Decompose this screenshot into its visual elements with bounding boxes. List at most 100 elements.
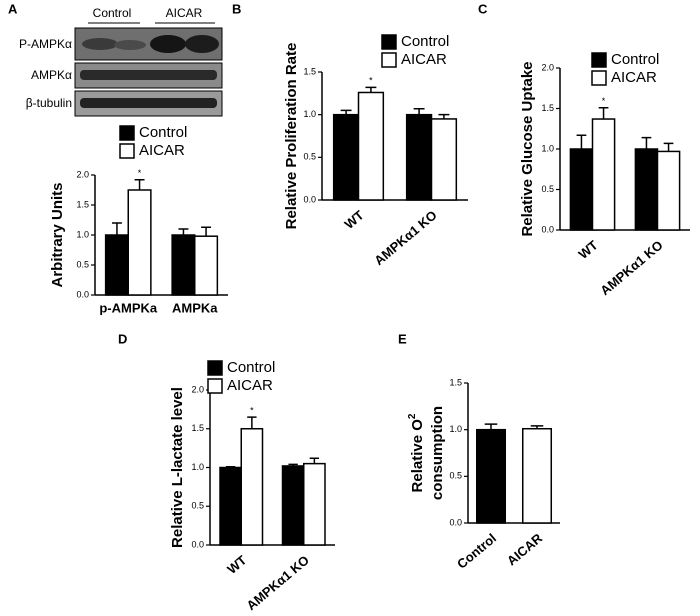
y-axis-label-part: Relative O: [409, 419, 426, 493]
band: [114, 40, 146, 50]
error-bar: [111, 222, 122, 235]
error-bar: [576, 134, 587, 149]
error-bar: [340, 109, 352, 115]
x-tick-label: AICAR: [504, 530, 546, 568]
annotation: *: [250, 406, 254, 416]
y-axis-label: consumption: [429, 406, 446, 500]
error-bar: [413, 107, 425, 115]
annotation: *: [369, 76, 373, 86]
bar: [521, 427, 553, 524]
y-tick-label: 1.5: [541, 103, 554, 113]
x-tick-label: WT: [224, 552, 249, 577]
legend-label: AICAR: [227, 377, 273, 394]
y-tick-label: 2.0: [76, 169, 89, 179]
band: [82, 38, 118, 50]
band: [185, 35, 219, 53]
bar: [634, 148, 659, 231]
legend-label: Control: [611, 51, 659, 68]
error-bar: [598, 106, 609, 120]
y-tick-label: 1.0: [541, 143, 554, 153]
y-tick-label: 1.5: [191, 423, 204, 433]
blot-group: Control: [93, 6, 132, 20]
bar: [104, 234, 129, 296]
y-tick-label: 2.0: [191, 384, 204, 394]
legend-label: Control: [139, 124, 187, 141]
blot-row: AMPKα: [31, 68, 72, 82]
y-tick-label: 1.0: [303, 109, 316, 119]
legend-swatch: [207, 378, 223, 394]
panel-label: B: [232, 1, 241, 16]
annotation: *: [138, 168, 142, 178]
x-tick-label: AMPKα1 KO: [244, 552, 312, 613]
legend-label: AICAR: [401, 51, 447, 68]
y-tick-label: 0.0: [191, 539, 204, 549]
y-axis-label: Relative L-lactate level: [169, 387, 186, 548]
x-tick-label: Control: [454, 530, 499, 571]
y-tick-label: 0.5: [303, 152, 316, 162]
legend-label: AICAR: [139, 142, 185, 159]
error-bar: [641, 136, 652, 149]
x-tick-label: WT: [576, 237, 601, 262]
panel-label: D: [118, 331, 127, 346]
y-tick-label: 1.0: [449, 424, 462, 434]
legend-swatch: [381, 52, 397, 68]
bar: [430, 118, 458, 201]
annotation: *: [602, 96, 606, 106]
legend-swatch: [207, 360, 223, 376]
y-axis-label: Relative O2: [407, 413, 426, 492]
error-bar: [309, 457, 320, 464]
blot-group: AICAR: [166, 6, 203, 20]
y-tick-label: 2.0: [541, 62, 554, 72]
error-bar: [484, 423, 498, 430]
y-tick-label: 1.0: [191, 462, 204, 472]
y-tick-label: 1.5: [76, 199, 89, 209]
bar: [405, 113, 433, 201]
error-bar: [288, 463, 298, 466]
y-tick-label: 0.0: [303, 194, 316, 204]
y-tick-label: 0.5: [541, 184, 554, 194]
bar: [569, 148, 594, 231]
y-tick-label: 0.0: [541, 224, 554, 234]
panel-label: E: [398, 331, 407, 346]
y-tick-label: 1.5: [449, 377, 462, 387]
bar: [171, 234, 196, 296]
bar: [332, 113, 360, 201]
error-bar: [201, 226, 212, 237]
y-axis-label: Relative Glucose Uptake: [519, 61, 536, 236]
error-bar: [225, 465, 236, 468]
panel-label: A: [8, 1, 18, 16]
band: [150, 35, 186, 53]
x-tick-label: AMPKα1 KO: [597, 237, 665, 298]
error-bar: [178, 228, 189, 235]
panel-label: C: [478, 1, 488, 16]
y-tick-label: 1.5: [303, 66, 316, 76]
band: [80, 98, 217, 108]
bar: [656, 150, 681, 231]
y-tick-label: 0.5: [191, 501, 204, 511]
x-tick-label: WT: [342, 207, 367, 232]
legend-label: Control: [227, 359, 275, 376]
y-axis-label: Arbitrary Units: [49, 182, 66, 287]
y-tick-label: 0.5: [76, 259, 89, 269]
western-blot: Control AICAR P-AMPKα AMPKα β-tubulin: [19, 6, 223, 117]
error-bar: [530, 425, 544, 429]
blot-row: β-tubulin: [26, 96, 72, 110]
legend-label: AICAR: [611, 69, 657, 86]
error-bar: [438, 113, 450, 119]
blot-row: P-AMPKα: [19, 37, 72, 51]
legend-label: Control: [401, 33, 449, 50]
bar: [303, 462, 326, 546]
error-bar: [134, 179, 145, 190]
y-tick-label: 1.0: [76, 229, 89, 239]
superscript: 2: [407, 413, 418, 419]
bar: [281, 465, 305, 546]
x-tick-label: AMPKa: [172, 300, 218, 315]
bar: [194, 235, 219, 296]
error-bar: [365, 86, 377, 93]
bar: [591, 118, 616, 231]
error-bar: [663, 142, 674, 152]
bar: [475, 428, 507, 524]
legend-swatch: [119, 125, 135, 141]
y-tick-label: 0.5: [449, 471, 462, 481]
